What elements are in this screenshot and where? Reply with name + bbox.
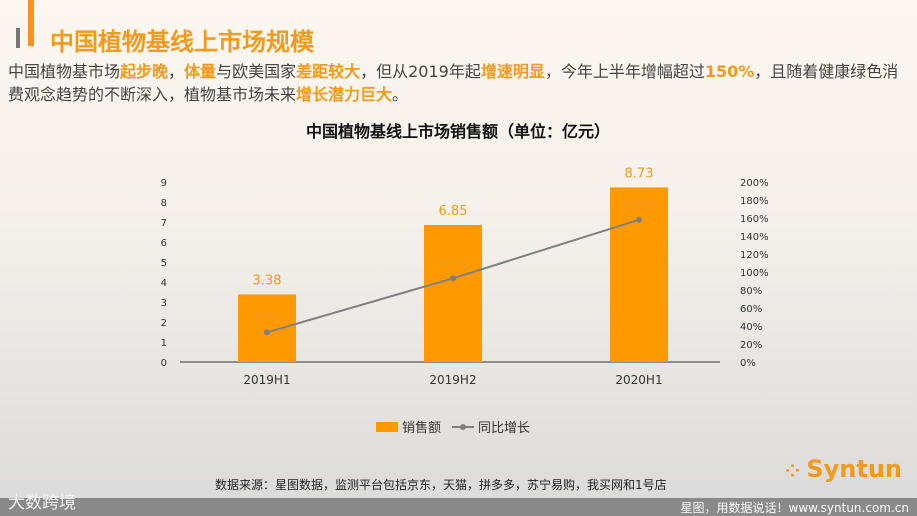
text: ，且随着健康绿色消费观念趋势的不断深入，植物基市场未来 bbox=[8, 62, 899, 104]
page-title: 中国植物基线上市场规模 bbox=[50, 28, 314, 56]
bar-2019H2 bbox=[424, 225, 482, 362]
growth-point bbox=[450, 275, 456, 282]
bar-2019H1 bbox=[238, 294, 296, 362]
y-tick-label: 8 bbox=[161, 198, 167, 209]
y2-tick-label: 40% bbox=[740, 322, 762, 333]
x-tick-label: 2019H2 bbox=[429, 373, 476, 387]
chart-title: 中国植物基线上市场销售额（单位：亿元） bbox=[306, 122, 610, 141]
syntun-logo: ⁘ Syntun bbox=[785, 455, 903, 483]
highlight-text: 体量 bbox=[184, 62, 217, 81]
text: 。 bbox=[392, 85, 409, 104]
y-tick-label: 7 bbox=[161, 218, 167, 229]
x-tick-label: 2020H1 bbox=[615, 373, 662, 387]
y2-tick-label: 200% bbox=[740, 178, 769, 189]
data-source: 数据来源：星图数据，监测平台包括京东，天猫，拼多多，苏宁易购，我买网和1号店 bbox=[215, 478, 667, 492]
growth-label: 158% bbox=[620, 199, 657, 214]
legend-line-marker bbox=[460, 424, 466, 430]
highlight-text: 150% bbox=[704, 62, 755, 81]
x-tick-label: 2019H1 bbox=[243, 373, 290, 387]
y-tick-label: 2 bbox=[161, 318, 167, 329]
y2-tick-label: 80% bbox=[740, 286, 762, 297]
y2-tick-label: 100% bbox=[740, 268, 769, 279]
text: ，但从2019年起 bbox=[360, 62, 481, 81]
watermark: 大数跨境 bbox=[8, 493, 76, 513]
y2-tick-label: 60% bbox=[740, 304, 762, 315]
text: ，今年上半年增幅超过 bbox=[544, 62, 705, 81]
highlight-text: 增速明显 bbox=[480, 62, 545, 81]
footer-bar: 星图，用数据说话！www.syntun.com.cn bbox=[0, 498, 917, 516]
y2-tick-label: 20% bbox=[740, 340, 762, 351]
legend-bar-swatch bbox=[376, 422, 398, 432]
growth-point bbox=[636, 216, 642, 223]
y2-tick-label: 180% bbox=[740, 196, 769, 207]
growth-label: 93% bbox=[439, 257, 468, 272]
y-tick-label: 3 bbox=[161, 298, 167, 309]
y-tick-label: 4 bbox=[161, 278, 167, 289]
y2-tick-label: 0% bbox=[740, 358, 756, 369]
y2-tick-label: 160% bbox=[740, 214, 769, 225]
accent-bar-grey bbox=[16, 28, 20, 48]
y-tick-label: 9 bbox=[161, 178, 167, 189]
bar-2020H1 bbox=[610, 187, 668, 362]
y-tick-label: 1 bbox=[161, 338, 167, 349]
y-tick-label: 0 bbox=[161, 358, 167, 369]
y-tick-label: 5 bbox=[161, 258, 167, 269]
y2-tick-label: 120% bbox=[740, 250, 769, 261]
text: 中国植物基市场 bbox=[8, 62, 121, 81]
bar-value-label: 6.85 bbox=[439, 204, 468, 219]
text: ， bbox=[168, 62, 185, 81]
highlight-text: 差距较大 bbox=[296, 62, 361, 81]
bar-value-label: 3.38 bbox=[253, 273, 282, 288]
text: 与欧美国家 bbox=[216, 62, 297, 81]
slogan: 星图，用数据说话！www.syntun.com.cn bbox=[680, 501, 910, 515]
legend-sales: 销售额 bbox=[402, 420, 441, 436]
highlight-text: 起步晚 bbox=[120, 62, 169, 81]
legend-growth: 同比增长 bbox=[478, 421, 530, 436]
y-tick-label: 6 bbox=[161, 238, 167, 249]
sales-chart: 中国植物基线上市场销售额（单位：亿元） 0 1 2 3 4 5 6 7 8 9 0% 20% 40% 60%… bbox=[161, 122, 769, 436]
logo-text: Syntun bbox=[806, 455, 903, 483]
y2-tick-label: 140% bbox=[740, 232, 769, 243]
accent-bar bbox=[28, 0, 34, 46]
highlight-text: 增长潜力巨大 bbox=[296, 85, 393, 104]
growth-label: 33% bbox=[253, 311, 282, 326]
bar-value-label: 8.73 bbox=[625, 166, 654, 181]
growth-point bbox=[264, 329, 270, 336]
summary-paragraph: 中国植物基市场起步晚，体量与欧美国家差距较大，但从2019年起增速明显，今年上半… bbox=[8, 60, 913, 106]
